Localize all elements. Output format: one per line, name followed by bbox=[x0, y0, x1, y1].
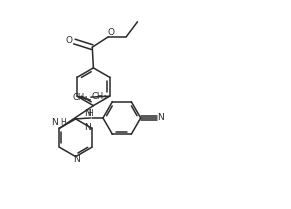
Text: CH₃: CH₃ bbox=[91, 92, 107, 101]
Text: N: N bbox=[73, 155, 80, 164]
Text: O: O bbox=[65, 36, 72, 45]
Text: CH₃: CH₃ bbox=[72, 93, 88, 102]
Text: N: N bbox=[85, 123, 91, 132]
Text: O: O bbox=[107, 28, 114, 37]
Text: N: N bbox=[52, 118, 58, 127]
Text: H: H bbox=[88, 109, 93, 118]
Text: N: N bbox=[84, 109, 91, 118]
Text: N: N bbox=[157, 113, 164, 122]
Text: H: H bbox=[61, 118, 66, 127]
